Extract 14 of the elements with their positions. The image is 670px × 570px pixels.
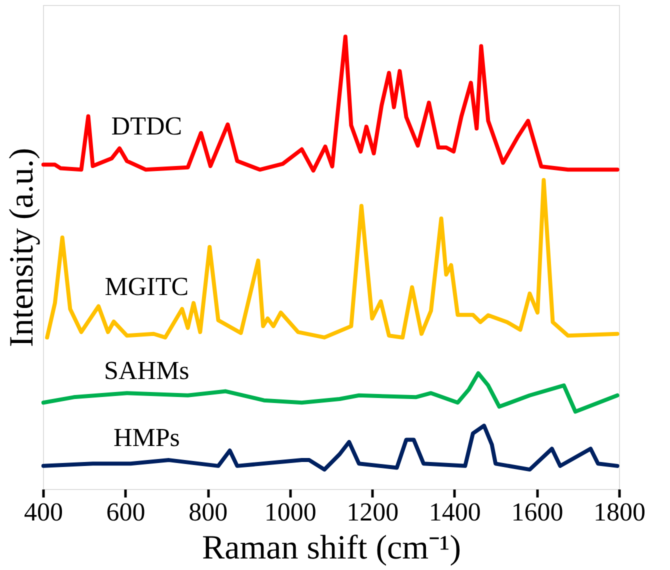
- y-axis-title: Intensity (a.u.): [4, 148, 40, 348]
- x-tick-label: 600: [106, 498, 146, 526]
- x-tick-label: 1000: [264, 498, 316, 526]
- x-tick-label: 800: [188, 498, 228, 526]
- x-axis-title: Raman shift (cm⁻¹): [202, 530, 462, 566]
- series-label: SAHMs: [104, 356, 190, 386]
- x-tick-label: 1800: [594, 498, 646, 526]
- x-tick-label: 400: [24, 498, 63, 526]
- x-tick-label: 1600: [511, 498, 564, 526]
- series-label: MGITC: [104, 272, 189, 301]
- x-tick-label: 1200: [346, 498, 399, 526]
- x-tick-label: 1400: [428, 498, 481, 526]
- series-label: DTDC: [111, 111, 182, 140]
- series-label: HMPs: [113, 423, 180, 452]
